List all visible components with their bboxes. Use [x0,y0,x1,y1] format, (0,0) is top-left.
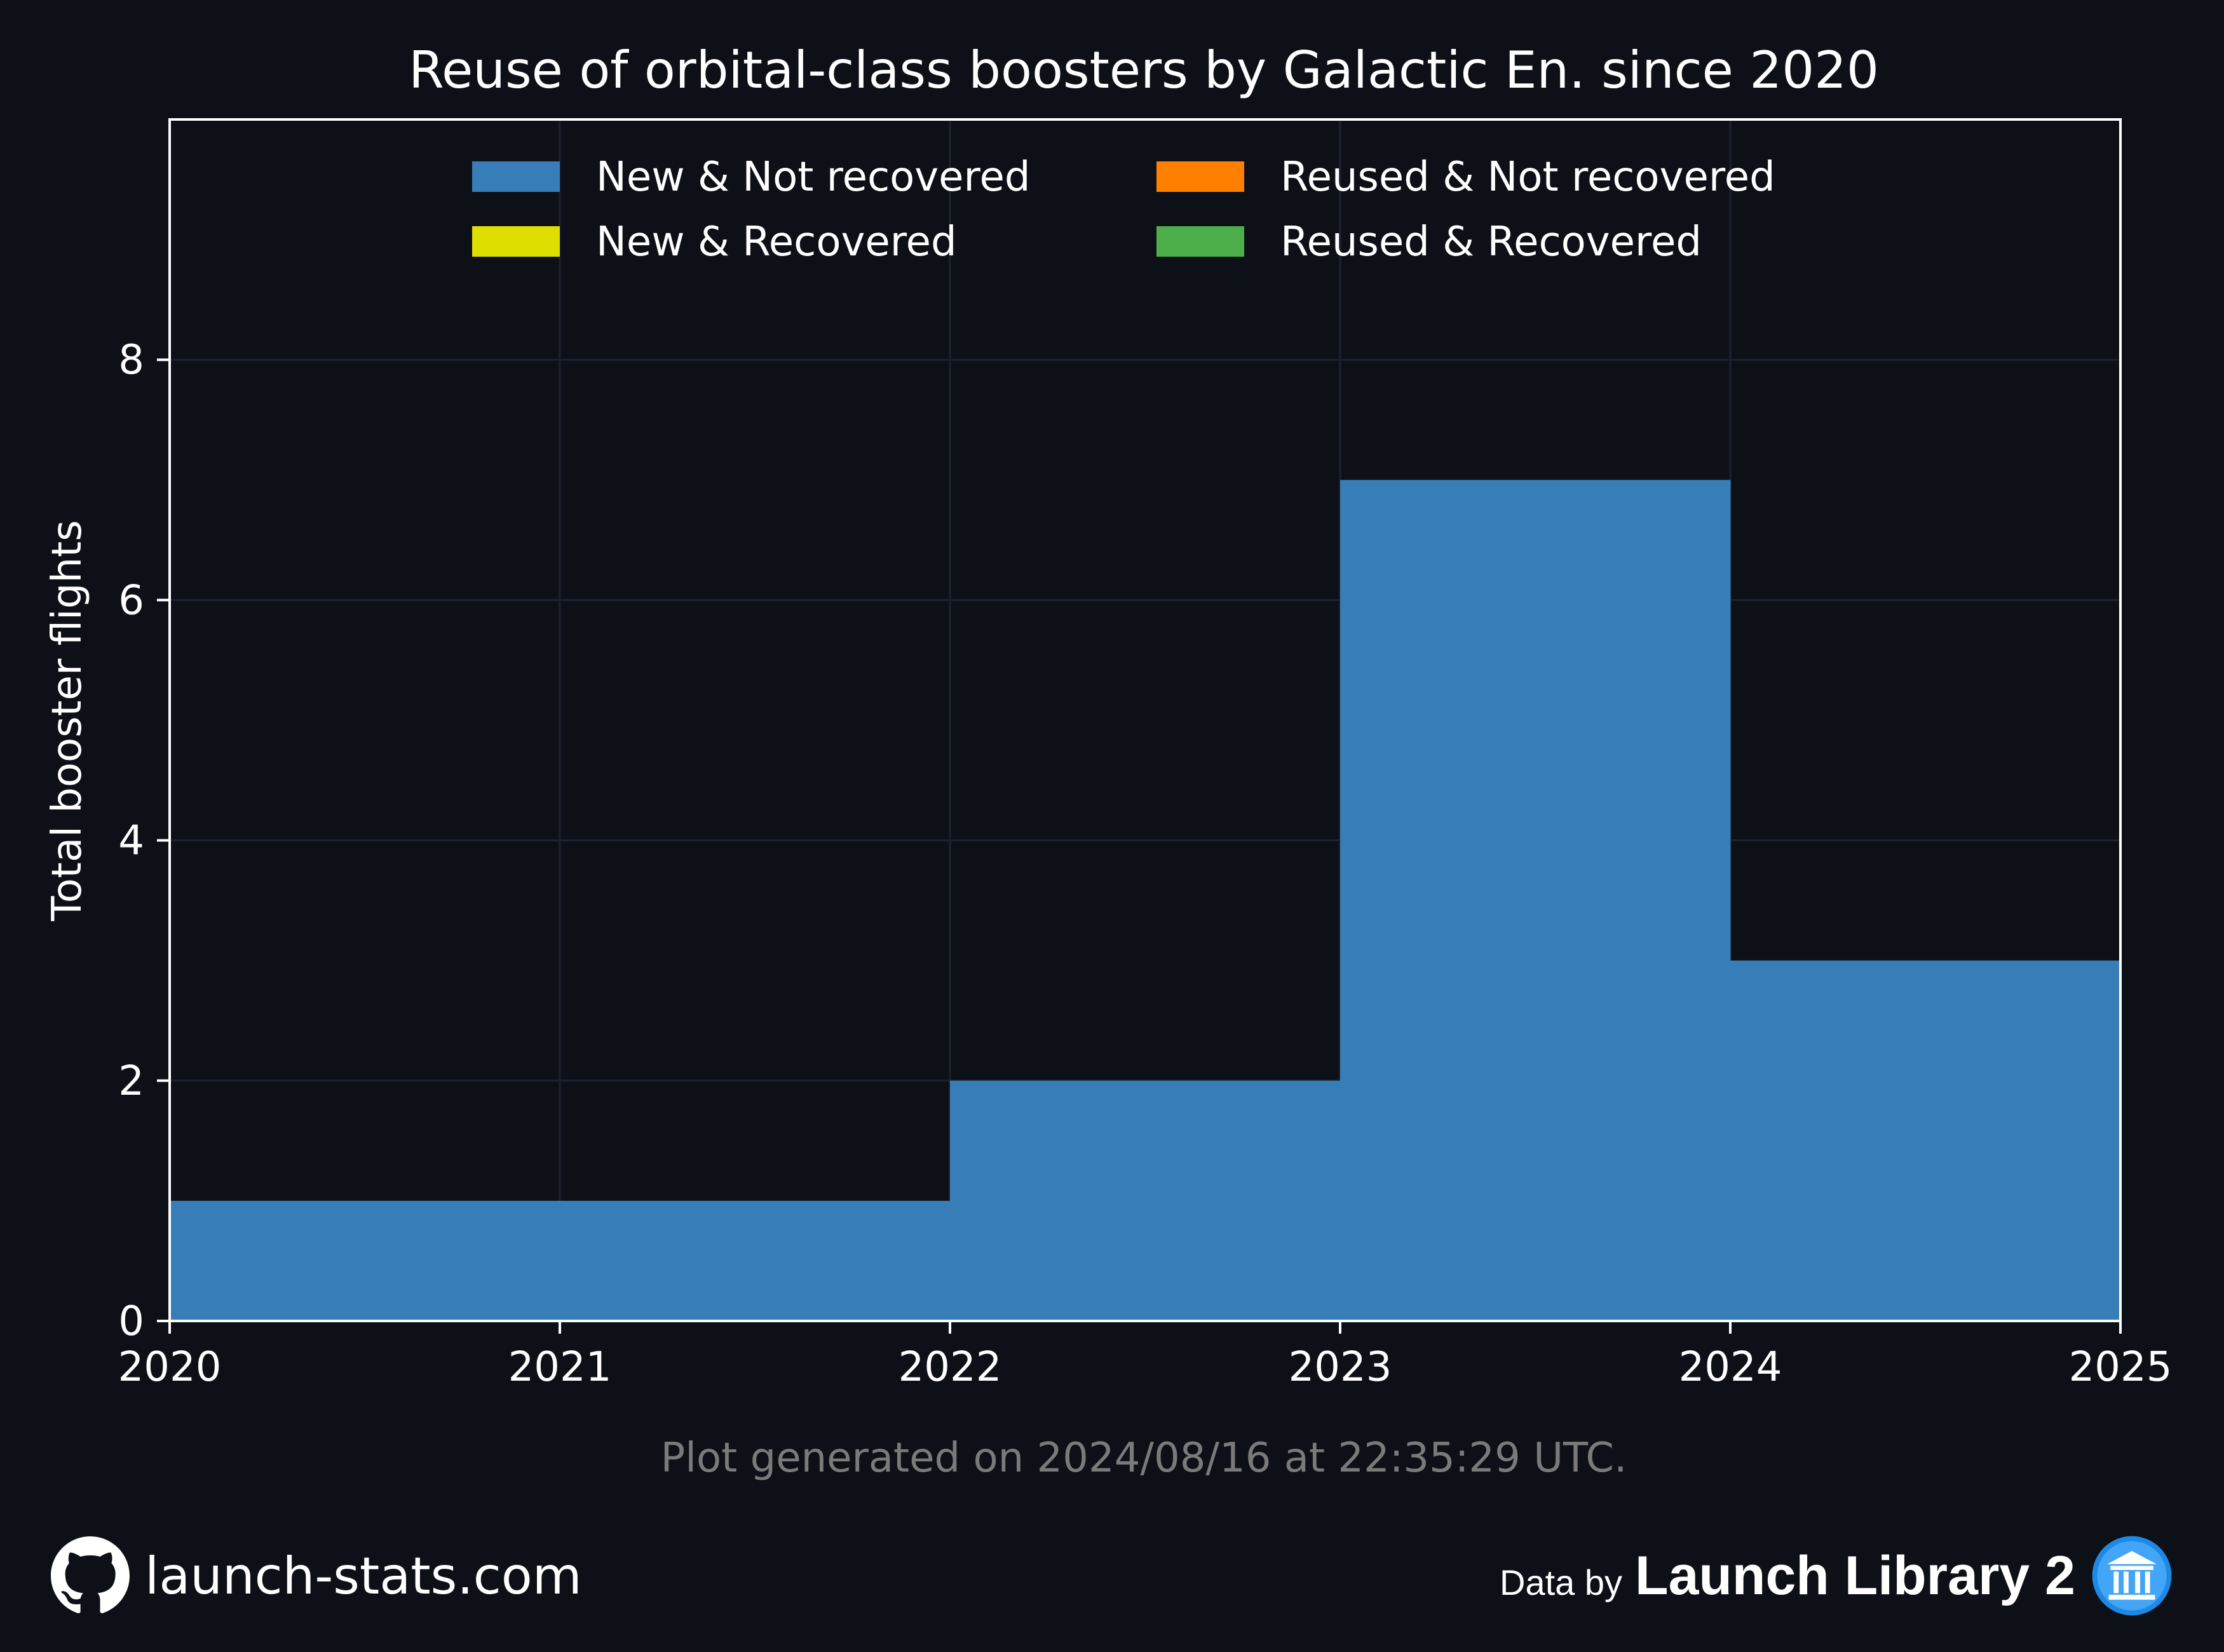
chart-title: Reuse of orbital-class boosters by Galac… [409,41,1879,100]
x-tick-label: 2024 [1679,1344,1782,1391]
x-tick-label: 2025 [2069,1344,2173,1391]
plot-frame [168,118,2122,1322]
legend-label: Reused & Not recovered [1280,154,1775,201]
bar-new-not-recovered [1730,960,2121,1321]
plot-series [170,480,2121,1321]
legend-label: New & Recovered [596,219,957,266]
library-icon [2092,1536,2172,1616]
y-tick-label: 6 [118,577,144,624]
x-tick-label: 2021 [508,1344,612,1391]
legend-swatch [1156,161,1244,192]
y-tick-label: 0 [118,1298,144,1345]
legend-label: New & Not recovered [596,154,1030,201]
x-tick-label: 2023 [1289,1344,1392,1391]
y-axis-label: Total booster flights [44,520,91,922]
bar-new-not-recovered [560,1200,951,1321]
launch-library-link[interactable]: Launch Library 2 [1635,1545,2075,1606]
footnote: Plot generated on 2024/08/16 at 22:35:29… [661,1435,1627,1482]
legend-label: Reused & Recovered [1280,219,1702,266]
legend: New & Not recovered New & Recovered Reused… [472,154,1775,266]
footer-left: launch-stats.com [51,1536,582,1615]
y-tick-label: 4 [118,818,144,865]
legend-swatch [472,226,560,257]
bar-new-not-recovered [1340,480,1731,1321]
y-tick-label: 8 [118,337,144,384]
bar-new-not-recovered [950,1080,1341,1321]
bar-new-not-recovered [170,1200,560,1321]
x-tick-label: 2020 [118,1344,222,1391]
y-tick-label: 2 [118,1058,144,1105]
footer-right: Data by Launch Library 2 [1500,1531,2173,1620]
legend-swatch [472,161,560,192]
x-tick-label: 2022 [898,1344,1002,1391]
github-icon[interactable] [51,1536,130,1615]
site-link[interactable]: launch-stats.com [145,1546,582,1606]
legend-swatch [1156,226,1244,257]
data-by-label: Data by [1500,1562,1623,1602]
axis-ticks: 2020 2021 2022 2023 2024 2025 0 2 4 6 8 [118,337,2173,1391]
